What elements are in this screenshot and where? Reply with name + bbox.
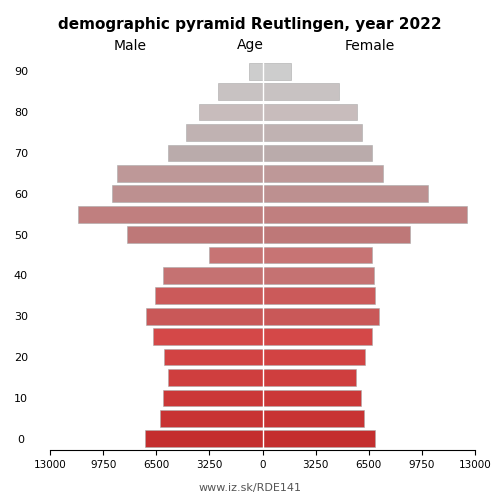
- Bar: [262, 165, 384, 182]
- Bar: [262, 430, 376, 447]
- Bar: [208, 246, 262, 264]
- Bar: [112, 186, 262, 202]
- Bar: [154, 288, 262, 304]
- Bar: [145, 430, 262, 447]
- Bar: [78, 206, 262, 222]
- Bar: [218, 84, 262, 100]
- Bar: [262, 246, 372, 264]
- Bar: [168, 369, 262, 386]
- Bar: [262, 308, 378, 324]
- Bar: [262, 63, 291, 80]
- Bar: [262, 410, 364, 426]
- Bar: [262, 186, 428, 202]
- Bar: [262, 226, 410, 243]
- Bar: [117, 165, 262, 182]
- Bar: [153, 328, 262, 345]
- Bar: [146, 308, 262, 324]
- Text: demographic pyramid Reutlingen, year 2022: demographic pyramid Reutlingen, year 202…: [58, 18, 442, 32]
- Bar: [163, 267, 262, 284]
- Bar: [127, 226, 262, 243]
- Bar: [164, 348, 262, 366]
- Bar: [262, 328, 372, 345]
- Bar: [262, 267, 374, 284]
- Bar: [262, 288, 376, 304]
- Bar: [168, 144, 262, 162]
- Bar: [262, 104, 358, 120]
- Bar: [262, 348, 366, 366]
- Bar: [262, 369, 356, 386]
- Bar: [186, 124, 262, 141]
- Bar: [163, 390, 262, 406]
- Text: www.iz.sk/RDE141: www.iz.sk/RDE141: [198, 482, 302, 492]
- Bar: [160, 410, 262, 426]
- Text: Age: Age: [236, 38, 264, 52]
- Bar: [199, 104, 262, 120]
- Text: Male: Male: [114, 38, 146, 52]
- Bar: [248, 63, 262, 80]
- Bar: [262, 124, 362, 141]
- Bar: [262, 390, 360, 406]
- Bar: [262, 84, 340, 100]
- Bar: [262, 144, 372, 162]
- Text: Female: Female: [345, 38, 395, 52]
- Bar: [262, 206, 467, 222]
